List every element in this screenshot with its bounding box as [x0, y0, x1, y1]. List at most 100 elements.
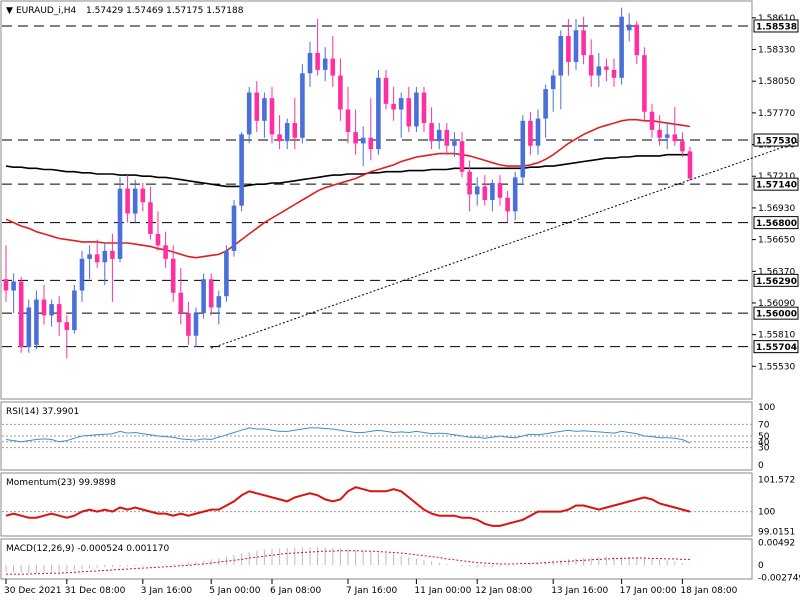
candle-body [269, 98, 275, 135]
candle-body [41, 299, 47, 316]
candle-body [307, 52, 313, 74]
candle-body [330, 58, 336, 76]
candle-body [558, 35, 564, 76]
candle-body [132, 188, 138, 214]
candle-body [588, 55, 594, 76]
rsi-tick-label: 40 [758, 438, 770, 448]
candle-body [543, 89, 548, 119]
momentum-panel: 101.572 100 99.0151 [2, 476, 795, 538]
candle-body [3, 279, 9, 291]
time-tick-label: 7 Jan 16:00 [346, 586, 398, 596]
time-tick-label: 13 Jan 16:00 [551, 586, 608, 596]
candle-body [626, 24, 632, 31]
time-tick-label: 12 Jan 08:00 [475, 586, 532, 596]
level-price-label: 1.55704 [756, 343, 797, 353]
candle-body [224, 250, 229, 297]
price-tick-label: 1.56370 [758, 267, 795, 277]
candle-body [163, 245, 168, 259]
candle-body [429, 123, 434, 142]
candle-body [505, 197, 510, 212]
macd-tick-label: 0 [758, 561, 764, 571]
chart-symbol: EURAUD_i,H4 [16, 6, 76, 16]
time-tick-label: 17 Jan 00:00 [620, 586, 677, 596]
candle-body [398, 98, 404, 110]
candle-body [277, 134, 282, 142]
candle-body [322, 58, 328, 70]
candle-body [581, 30, 586, 56]
macd-panel-frame [0, 538, 753, 580]
candle-body [512, 177, 518, 212]
price-tick-label: 1.58330 [758, 46, 795, 56]
candle-body [117, 188, 123, 259]
candle-body [360, 137, 366, 144]
candle-body [664, 134, 670, 138]
candle-body [72, 290, 77, 331]
candle-body [140, 188, 146, 203]
candle-body [596, 66, 602, 76]
price-tick-label: 1.57770 [758, 109, 795, 119]
candle-body [239, 134, 244, 206]
level-price-label: 1.56000 [756, 310, 797, 320]
price-tick-label: 1.56650 [758, 236, 795, 246]
momentum-title: Momentum(23) 99.9898 [6, 478, 116, 488]
chart-ohlc: 1.57429 1.57469 1.57175 1.57188 [86, 6, 244, 16]
candle-body [148, 202, 153, 234]
time-tick-label: 30 Dec 2021 [4, 586, 62, 596]
candle-body [672, 134, 678, 142]
level-price-box [753, 216, 799, 230]
candle-body [634, 24, 640, 56]
candle-body [376, 77, 381, 150]
candle-body [201, 279, 206, 314]
time-tick-label: 5 Jan 00:00 [209, 586, 261, 596]
candle-body [611, 69, 617, 78]
candle-body [619, 16, 624, 78]
candle-body [520, 120, 526, 178]
candle-body [110, 250, 115, 259]
candle-body [292, 123, 298, 138]
candle-body [687, 151, 693, 179]
level-price-box [753, 340, 799, 354]
time-tick-label: 18 Jan 08:00 [680, 586, 737, 596]
candle-body [300, 73, 305, 138]
candle-body [657, 129, 662, 138]
candle-body [262, 98, 267, 121]
candle-body [315, 52, 320, 70]
candle-body [421, 92, 427, 124]
candle-body [254, 92, 260, 121]
level-price-box [753, 273, 799, 287]
macd-tick-label: -0.002749 [758, 574, 800, 584]
time-axis: 30 Dec 2021 31 Dec 08:00 3 Jan 16:00 5 Jan … [4, 579, 738, 596]
level-price-label: 1.57140 [756, 181, 797, 191]
candle-body [284, 123, 290, 142]
candle-body [391, 103, 396, 110]
level-price-label: 1.56800 [756, 219, 797, 229]
macd-title: MACD(12,26,9) -0.000524 0.001170 [6, 544, 169, 554]
candle-body [497, 183, 503, 198]
macd-panel: 0.00492 0 -0.002749 [5, 538, 800, 584]
trendline [211, 140, 800, 349]
candle-body [474, 186, 480, 195]
candle-body [87, 254, 92, 259]
candle-body [566, 35, 571, 62]
candle-body [482, 186, 488, 200]
candle-body [246, 92, 252, 135]
candle-body [231, 205, 237, 251]
level-price-label: 1.56290 [756, 277, 797, 287]
rsi-line [5, 427, 691, 444]
macd-tick-label: 0.00492 [758, 538, 795, 548]
price-tick-label: 1.57210 [758, 172, 795, 182]
candle-body [208, 279, 214, 308]
collapse-triangle-icon[interactable]: ▼ [6, 6, 13, 16]
ma-slow-line [5, 153, 690, 188]
level-price-box [753, 306, 799, 320]
price-panel: 1.586101.583301.580501.577701.574901.572… [2, 7, 800, 372]
candle-body [56, 304, 62, 323]
candle-body [573, 30, 579, 62]
candle-body [79, 258, 85, 291]
rsi-title: RSI(14) 37.9901 [6, 407, 79, 417]
price-tick-label: 1.56090 [758, 299, 795, 309]
candle-body [338, 75, 343, 110]
candle-body [467, 171, 472, 195]
candle-body [18, 281, 24, 348]
